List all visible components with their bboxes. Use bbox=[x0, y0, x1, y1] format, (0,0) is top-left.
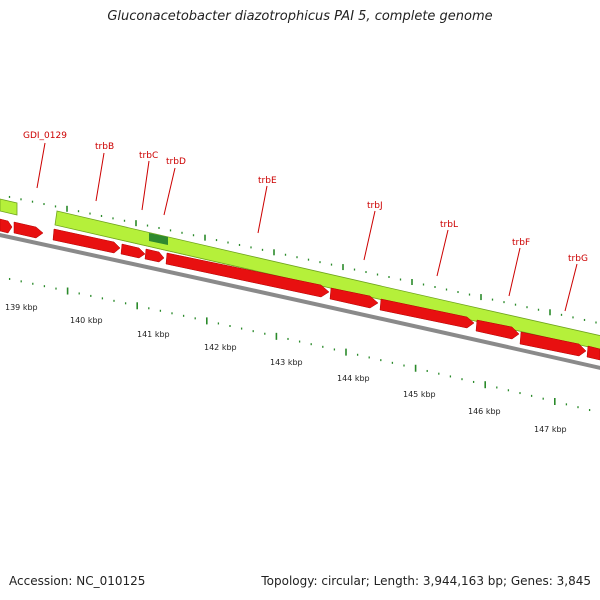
reverse-gene-arrow[interactable] bbox=[52, 228, 121, 254]
gene-label-trbC[interactable]: trbC bbox=[139, 151, 158, 161]
gene-label-trbD[interactable]: trbD bbox=[166, 157, 186, 167]
kbp-label: 139 kbp bbox=[5, 303, 38, 312]
reverse-gene-arrow[interactable] bbox=[329, 287, 379, 309]
reverse-gene-arrow[interactable] bbox=[0, 218, 13, 234]
leader-line bbox=[95, 152, 105, 202]
gene-label-leaders bbox=[36, 142, 578, 312]
leader-line bbox=[508, 247, 521, 297]
kbp-label: 146 kbp bbox=[468, 407, 501, 416]
gene-labels: GDI_0129 trbB trbC trbD trbE trbJ trbL t… bbox=[23, 131, 588, 264]
genome-backbone bbox=[0, 233, 600, 370]
forward-gene-left-stub[interactable] bbox=[0, 198, 18, 216]
gene-label-GDI_0129[interactable]: GDI_0129 bbox=[23, 131, 67, 141]
genome-title: Gluconacetobacter diazotrophicus PAI 5, … bbox=[107, 9, 493, 24]
gene-label-trbL[interactable]: trbL bbox=[440, 220, 458, 230]
reverse-gene-arrow[interactable] bbox=[13, 221, 44, 239]
reverse-gene-arrow[interactable] bbox=[120, 243, 146, 259]
reverse-genes bbox=[0, 218, 600, 361]
kbp-scale-tick-row bbox=[8, 277, 591, 412]
gene-label-trbF[interactable]: trbF bbox=[512, 238, 530, 248]
leader-line bbox=[257, 185, 268, 234]
forward-gene-band[interactable] bbox=[54, 210, 600, 350]
upper-tick-row bbox=[8, 195, 597, 324]
kbp-label: 140 kbp bbox=[70, 316, 103, 325]
reverse-gene-arrow[interactable] bbox=[475, 319, 520, 340]
gene-label-trbB[interactable]: trbB bbox=[95, 142, 114, 152]
reverse-gene-arrow[interactable] bbox=[165, 252, 330, 298]
leader-line bbox=[363, 210, 376, 261]
forward-gene-trbC-selected[interactable] bbox=[149, 233, 168, 245]
kbp-label: 141 kbp bbox=[137, 330, 170, 339]
kbp-scale-labels: 139 kbp 140 kbp 141 kbp 142 kbp 143 kbp … bbox=[5, 303, 567, 434]
kbp-label: 147 kbp bbox=[534, 425, 567, 434]
kbp-label: 145 kbp bbox=[403, 390, 436, 399]
gene-label-trbE[interactable]: trbE bbox=[258, 176, 277, 186]
kbp-label: 143 kbp bbox=[270, 358, 303, 367]
reverse-gene-arrow[interactable] bbox=[586, 345, 600, 361]
reverse-gene-arrow[interactable] bbox=[379, 298, 475, 329]
leader-line bbox=[141, 160, 150, 211]
leader-line bbox=[564, 263, 578, 312]
genome-summary-text: Topology: circular; Length: 3,944,163 bp… bbox=[261, 574, 591, 588]
leader-line bbox=[36, 142, 46, 189]
reverse-gene-arrow[interactable] bbox=[144, 248, 165, 263]
reverse-gene-arrow[interactable] bbox=[519, 331, 587, 357]
kbp-label: 144 kbp bbox=[337, 374, 370, 383]
accession-text: Accession: NC_010125 bbox=[9, 574, 146, 588]
gene-label-trbJ[interactable]: trbJ bbox=[367, 201, 383, 211]
gene-label-trbG[interactable]: trbG bbox=[568, 254, 588, 264]
leader-line bbox=[436, 229, 449, 277]
leader-line bbox=[163, 167, 176, 216]
kbp-label: 142 kbp bbox=[204, 343, 237, 352]
